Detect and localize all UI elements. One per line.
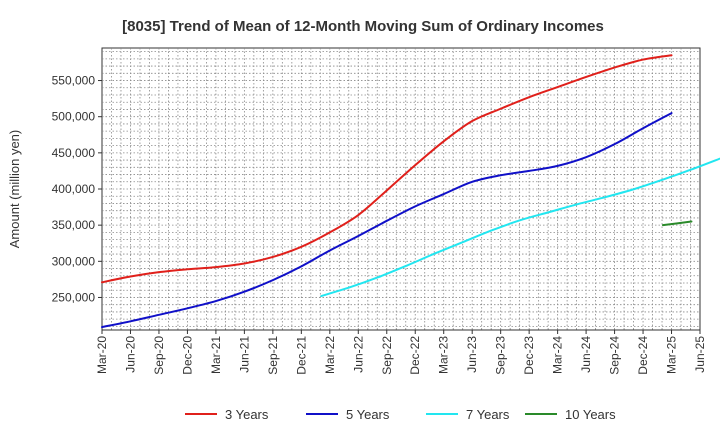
y-tick-label: 250,000 — [52, 290, 96, 304]
series-line-10-years — [661, 220, 693, 227]
x-tick-label: Mar-21 — [209, 336, 223, 374]
series-lines — [101, 54, 720, 329]
y-axis-label: Amount (million yen) — [7, 130, 22, 249]
x-axis-ticks: Mar-20 Jun-20 Sep-20 Dec-20 Mar-21 Jun-21 Sep-… — [95, 330, 707, 375]
x-tick-label: Dec-20 — [180, 336, 194, 375]
x-tick-label: Sep-23 — [494, 336, 508, 375]
x-tick-label: Jun-20 — [123, 336, 137, 373]
x-tick-label: Mar-23 — [437, 336, 451, 374]
y-tick-label: 550,000 — [52, 74, 96, 88]
x-tick-label: Jun-24 — [579, 336, 593, 373]
x-tick-label: Mar-22 — [323, 336, 337, 374]
x-tick-label: Mar-20 — [95, 336, 109, 374]
y-axis-ticks: 250,000 300,000 350,000 400,000 450,000 500,0… — [52, 74, 102, 304]
x-tick-label: Dec-23 — [522, 336, 536, 375]
x-tick-label: Dec-24 — [636, 336, 650, 375]
grid — [102, 48, 700, 330]
legend-label-10-years: 10 Years — [565, 407, 616, 422]
legend-label-7-years: 7 Years — [466, 407, 510, 422]
x-tick-label: Sep-24 — [608, 336, 622, 375]
chart-title: [8035] Trend of Mean of 12-Month Moving … — [122, 18, 604, 35]
x-tick-label: Sep-22 — [380, 336, 394, 375]
legend-label-3-years: 3 Years — [225, 407, 269, 422]
y-tick-label: 500,000 — [52, 110, 96, 124]
y-tick-label: 300,000 — [52, 254, 96, 268]
series-line-7-years — [320, 157, 720, 298]
x-tick-label: Dec-22 — [408, 336, 422, 375]
series-line-3-years — [101, 54, 673, 284]
legend-label-5-years: 5 Years — [346, 407, 390, 422]
y-tick-label: 350,000 — [52, 218, 96, 232]
x-tick-label: Mar-25 — [665, 336, 679, 374]
x-tick-label: Sep-20 — [152, 336, 166, 375]
x-tick-label: Mar-24 — [551, 336, 565, 374]
series-line-5-years — [101, 112, 673, 329]
x-tick-label: Jun-21 — [237, 336, 251, 373]
x-tick-label: Sep-21 — [266, 336, 280, 375]
legend: 3 Years 5 Years 7 Years 10 Years — [185, 407, 616, 422]
x-tick-label: Jun-25 — [693, 336, 707, 373]
y-tick-label: 400,000 — [52, 182, 96, 196]
x-tick-label: Jun-22 — [351, 336, 365, 373]
x-tick-label: Jun-23 — [465, 336, 479, 373]
x-tick-label: Dec-21 — [294, 336, 308, 375]
y-tick-label: 450,000 — [52, 146, 96, 160]
